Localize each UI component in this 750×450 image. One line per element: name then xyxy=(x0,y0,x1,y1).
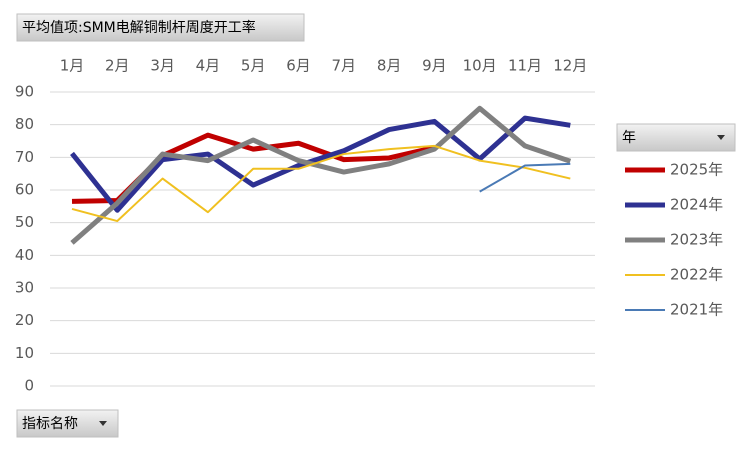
y-tick-label: 90 xyxy=(15,83,34,101)
legend-label: 2025年 xyxy=(670,161,723,179)
y-tick-label: 30 xyxy=(15,279,34,297)
y-tick-label: 40 xyxy=(15,246,34,264)
x-tick-label: 9月 xyxy=(422,57,447,75)
x-tick-label: 12月 xyxy=(553,57,587,75)
y-tick-label: 10 xyxy=(15,344,34,362)
series-line xyxy=(70,115,571,213)
series-line xyxy=(70,105,572,245)
x-tick-label: 2月 xyxy=(105,57,130,75)
field-filter[interactable]: 指标名称 xyxy=(16,409,119,438)
y-tick-label: 70 xyxy=(15,148,34,166)
legend-filter-bg xyxy=(616,123,736,152)
x-tick-label: 10月 xyxy=(463,57,497,75)
y-tick-label: 80 xyxy=(15,115,34,133)
y-tick-label: 50 xyxy=(15,213,34,231)
chart-title: 平均值项:SMM电解铜制杆周度开工率 xyxy=(22,19,256,36)
field-label: 指标名称 xyxy=(22,416,78,432)
dropdown-arrow xyxy=(99,421,107,426)
x-tick-label: 1月 xyxy=(60,57,85,75)
y-tick-label: 0 xyxy=(24,377,34,395)
legend-filter[interactable]: 年 xyxy=(616,123,736,152)
x-tick-label: 11月 xyxy=(508,57,542,75)
y-tick-label: 60 xyxy=(15,181,34,199)
series-line xyxy=(479,162,571,193)
dropdown-arrow xyxy=(717,135,725,140)
x-tick-label: 8月 xyxy=(377,57,402,75)
y-tick-label: 20 xyxy=(15,311,34,329)
legend-label: 2023年 xyxy=(670,231,723,249)
legend-label: 2022年 xyxy=(670,266,723,284)
series-line xyxy=(71,144,571,223)
x-tick-label: 3月 xyxy=(150,57,175,75)
x-tick-label: 7月 xyxy=(332,57,357,75)
x-tick-label: 6月 xyxy=(286,57,311,75)
legend-title: 年 xyxy=(622,130,636,146)
x-tick-label: 5月 xyxy=(241,57,266,75)
legend-label: 2024年 xyxy=(670,196,723,214)
x-tick-label: 4月 xyxy=(196,57,221,75)
title-button[interactable]: 平均值项:SMM电解铜制杆周度开工率 xyxy=(16,13,305,42)
title-button-bg xyxy=(16,13,305,42)
legend-label: 2021年 xyxy=(670,301,723,319)
